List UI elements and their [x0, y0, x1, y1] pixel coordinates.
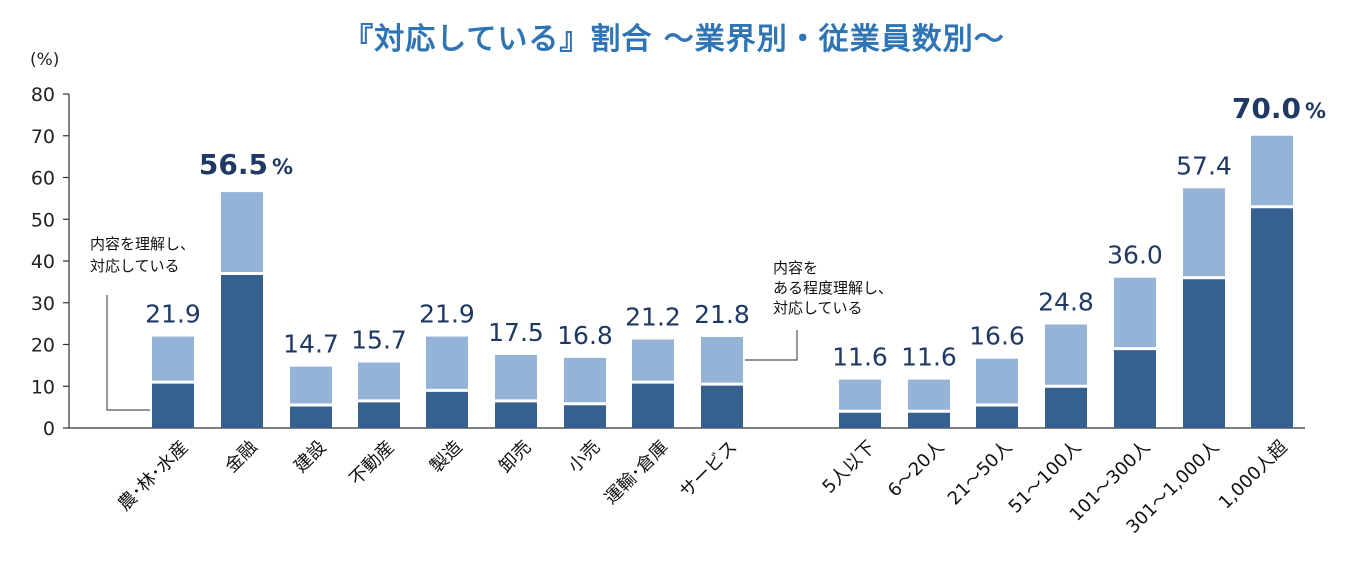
- bar-partial: [152, 336, 194, 383]
- bar-understand: [976, 405, 1018, 428]
- bar-partial: [564, 357, 606, 404]
- y-tick-label: 30: [31, 293, 55, 315]
- y-tick-label: 20: [31, 335, 55, 357]
- annotation-understand-label: 内容を理解し、: [90, 235, 195, 253]
- category-label: 不動産: [346, 437, 399, 490]
- category-label: 21～50人: [944, 437, 1017, 510]
- bar-partial: [290, 366, 332, 406]
- y-tick-label: 0: [43, 418, 55, 440]
- value-label: 36.0: [1107, 241, 1163, 270]
- y-tick-label: 80: [31, 84, 55, 106]
- category-label: 小売: [564, 437, 604, 477]
- value-labels: 21.9 56.5 % 14.7 15.7 21.9 17.5 16.8 21.2 21.8 11.…: [145, 92, 1326, 372]
- bar-understand: [152, 382, 194, 428]
- bar-understand: [495, 400, 537, 428]
- bar-partial: [908, 379, 950, 412]
- value-label-highlight: 70.0%: [1232, 92, 1326, 125]
- category-label: 運輸･倉庫: [600, 437, 672, 509]
- bar-understand: [221, 273, 263, 428]
- value-label: 21.8: [694, 300, 750, 329]
- category-label: 1,000人超: [1215, 437, 1292, 514]
- bar-understand: [564, 403, 606, 428]
- bar-partial: [358, 362, 400, 401]
- axes: 0 10 20 30 40 50 60 70 80: [31, 84, 1305, 440]
- y-tick-label: 40: [31, 251, 55, 273]
- value-label-highlight: 56.5%: [199, 148, 293, 181]
- value-label: 24.8: [1038, 287, 1094, 316]
- bar-understand: [1183, 277, 1225, 428]
- bar-understand: [632, 382, 674, 428]
- value-label: 21.9: [145, 300, 201, 329]
- bar-partial: [839, 379, 881, 412]
- bar-partial: [426, 336, 468, 391]
- bar-partial: [1045, 324, 1087, 387]
- bar-understand: [839, 411, 881, 428]
- y-tick-label: 60: [31, 168, 55, 190]
- bar-partial: [221, 192, 263, 274]
- value-label: 21.9: [419, 300, 475, 329]
- annotation-partial-leader: [745, 330, 798, 361]
- bar-understand: [908, 411, 950, 428]
- y-tick-label: 10: [31, 376, 55, 398]
- bar-partial: [1114, 277, 1156, 349]
- value-label: 16.6: [969, 322, 1025, 351]
- bars: [152, 135, 1293, 428]
- value-label: 16.8: [557, 321, 613, 350]
- category-label: 建設: [290, 437, 330, 477]
- category-label: 製造: [426, 437, 466, 477]
- value-label: 15.7: [351, 325, 407, 354]
- annotation-understand-leader: [106, 295, 150, 411]
- y-tick-label: 70: [31, 126, 55, 148]
- category-label: 農･林･水産: [114, 437, 192, 515]
- bar-partial: [976, 358, 1018, 406]
- bar-understand: [1114, 348, 1156, 428]
- value-label: 11.6: [901, 343, 957, 372]
- annotation-partial-label: 内容を: [773, 259, 818, 277]
- bar-understand: [1045, 386, 1087, 428]
- y-tick-label: 50: [31, 209, 55, 231]
- annotation-understand-label: 対応している: [90, 257, 180, 275]
- category-label: 金融: [221, 437, 261, 477]
- bar-understand: [290, 405, 332, 428]
- category-label: 卸売: [495, 437, 535, 477]
- bar-understand: [426, 390, 468, 428]
- category-label: 5人以下: [818, 437, 879, 498]
- value-label: 17.5: [488, 318, 544, 347]
- value-label: 57.4: [1176, 151, 1232, 180]
- bar-partial: [1183, 188, 1225, 278]
- y-axis-unit: (%): [30, 50, 60, 70]
- bar-understand: [1251, 206, 1293, 428]
- annotation-partial-label: ある程度理解し、: [773, 279, 893, 297]
- annotation-partial-label: 対応している: [773, 299, 863, 317]
- category-label: サービス: [676, 437, 742, 503]
- category-label: 6～20人: [884, 437, 949, 502]
- bar-partial: [701, 336, 743, 385]
- bar-partial: [632, 339, 674, 383]
- value-label: 21.2: [625, 302, 681, 331]
- bar-understand: [358, 400, 400, 428]
- value-label: 11.6: [832, 343, 888, 372]
- bar-understand: [701, 384, 743, 428]
- bar-partial: [1251, 135, 1293, 207]
- bar-partial: [495, 354, 537, 401]
- value-label: 14.7: [283, 330, 339, 359]
- chart-title: 『対応している』割合 ～業界別・従業員数別～: [343, 22, 1005, 57]
